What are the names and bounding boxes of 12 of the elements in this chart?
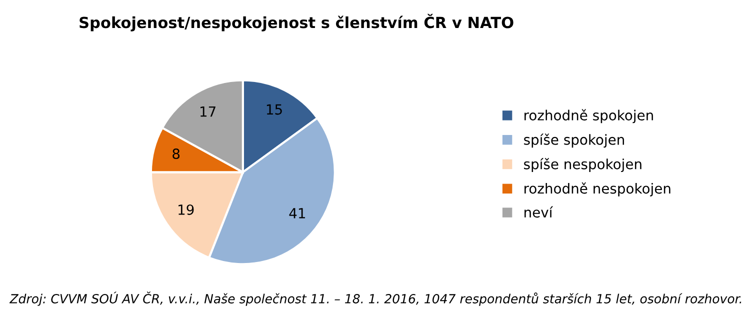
data-label: 17 bbox=[200, 106, 216, 117]
legend-label: neví bbox=[524, 206, 554, 218]
data-label: 15 bbox=[266, 104, 282, 115]
legend-label: rozhodně spokojen bbox=[524, 109, 653, 124]
data-label: 19 bbox=[178, 204, 194, 215]
data-label: 8 bbox=[172, 148, 180, 160]
legend-label: rozhodně nespokojen bbox=[524, 182, 670, 196]
text: Zdroj: CVVM SOÚ AV ČR, v.v.i., Naše společnost 11. – 18. 1. 2016, 1047 respondentů starších 15 let, osobní rozhovor. bbox=[9, 292, 742, 306]
chart-title: Spokojenost/nespokojenost s členstvím ČR v NATO bbox=[80, 14, 514, 32]
data-label: 41 bbox=[289, 208, 305, 218]
legend-label: spíše spokojen bbox=[524, 134, 624, 148]
legend-label: spíše nespokojen bbox=[524, 158, 642, 172]
